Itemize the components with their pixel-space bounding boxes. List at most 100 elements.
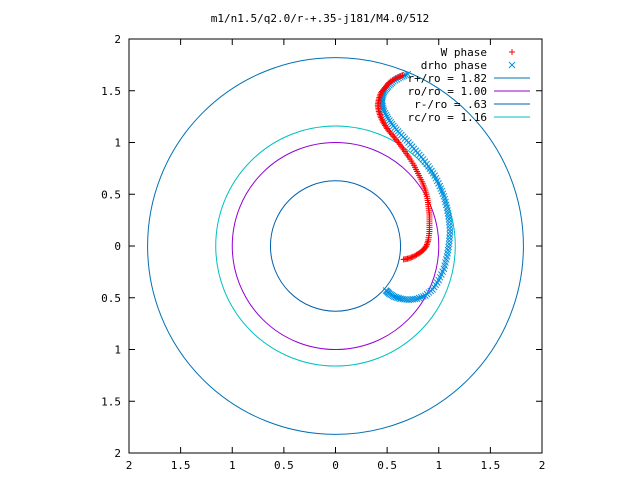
x-tick-label: 0 <box>332 459 339 472</box>
data-point <box>382 287 390 294</box>
legend-label: rc/ro = 1.16 <box>408 111 487 124</box>
axis-ticks: 2 1.5 1 0.5 0 0.5 1 1.5 221.510.500.511.52 <box>101 33 545 472</box>
data-point <box>421 292 429 300</box>
data-point <box>415 294 423 302</box>
marker-d2 <box>443 204 451 212</box>
data-point <box>402 71 410 79</box>
x-tick-label: 0.5 <box>274 459 294 472</box>
marker-d2 <box>435 180 442 187</box>
data-point <box>408 254 415 261</box>
marker-d2 <box>433 177 441 185</box>
marker-d2 <box>445 215 453 223</box>
series-drho-phase <box>378 70 454 304</box>
marker-d2 <box>397 295 404 303</box>
y-tick-label: 0 <box>114 240 121 253</box>
data-point <box>376 110 383 117</box>
marker-d2 <box>438 187 446 195</box>
series-w-phase <box>374 72 433 263</box>
legend-label: r-/ro = .63 <box>414 98 487 111</box>
marker-d2 <box>436 182 444 190</box>
data-point <box>382 111 390 119</box>
y-tick-label: 0.5 <box>101 292 121 305</box>
marker-d2 <box>382 287 390 294</box>
marker-d2 <box>383 113 391 121</box>
marker-d2 <box>439 190 447 198</box>
marker-d2 <box>399 295 406 303</box>
y-tick-label: 1.5 <box>101 85 121 98</box>
data-point <box>446 234 453 242</box>
x-tick-label: 0.5 <box>377 459 397 472</box>
legend-label: drho phase <box>421 59 487 72</box>
data-point <box>445 218 453 226</box>
legend-marker <box>508 61 516 69</box>
data-point <box>445 237 453 245</box>
x-tick-label: 1.5 <box>171 459 191 472</box>
data-point <box>383 113 391 121</box>
marker-d2 <box>444 210 452 217</box>
marker-d2 <box>428 167 435 175</box>
data-point <box>409 253 416 260</box>
chart-title: m1/n1.5/q2.0/r-+.35-j181/M4.0/512 <box>211 12 430 25</box>
marker-d2 <box>442 201 450 209</box>
data-point <box>412 252 419 259</box>
marker-d2 <box>402 71 410 79</box>
data-point <box>404 70 412 78</box>
reference-circle <box>215 125 456 367</box>
y-tick-label: 2 <box>114 447 121 460</box>
data-point <box>419 293 427 300</box>
marker-d2 <box>426 165 434 172</box>
marker-d2 <box>395 294 403 302</box>
y-tick-label: 1 <box>114 137 121 150</box>
marker-d2 <box>508 61 516 69</box>
data-point <box>407 254 414 261</box>
marker-d2 <box>417 293 425 301</box>
marker-d2 <box>404 70 412 78</box>
marker-d2 <box>432 174 440 182</box>
reference-circle <box>269 180 402 312</box>
data-point <box>410 253 417 260</box>
y-tick-label: 1 <box>114 344 121 357</box>
data-point <box>446 221 453 229</box>
marker-d2 <box>437 185 445 192</box>
y-tick-label: 2 <box>114 33 121 46</box>
data-point <box>424 238 431 245</box>
marker-d2 <box>446 225 454 232</box>
data-point <box>446 231 454 238</box>
x-tick-label: 2 <box>539 459 546 472</box>
marker-d2 <box>440 192 448 200</box>
legend-label: r+/ro = 1.82 <box>408 72 487 85</box>
legend-label: ro/ro = 1.00 <box>408 85 487 98</box>
reference-circles <box>147 57 524 435</box>
marker-d2 <box>415 294 423 302</box>
marker-d2 <box>445 218 453 226</box>
marker-d2 <box>441 195 449 203</box>
marker-d2 <box>392 293 400 301</box>
data-point <box>446 225 454 232</box>
data-point <box>446 228 454 235</box>
marker-d2 <box>429 169 437 177</box>
marker-d2 <box>381 109 389 117</box>
data-point <box>417 293 425 301</box>
x-tick-label: 1 <box>435 459 442 472</box>
reference-circle <box>147 57 524 435</box>
data-point <box>381 109 389 117</box>
x-tick-label: 1 <box>229 459 236 472</box>
x-tick-label: 2 <box>126 459 133 472</box>
marker-d2 <box>445 212 452 220</box>
y-tick-label: 1.5 <box>101 395 121 408</box>
marker-d2 <box>378 99 386 107</box>
marker-d2 <box>431 172 438 179</box>
marker-d2 <box>442 198 449 206</box>
legend-label: W phase <box>441 46 487 59</box>
marker-d2 <box>382 111 390 119</box>
marker-d2 <box>421 292 429 300</box>
marker-d2 <box>425 162 432 170</box>
marker-d2 <box>446 221 453 229</box>
marker-d2 <box>419 293 427 300</box>
marker-d2 <box>394 294 401 302</box>
y-tick-label: 0.5 <box>101 188 121 201</box>
marker-d2 <box>444 207 451 214</box>
legend-marker <box>509 49 515 55</box>
